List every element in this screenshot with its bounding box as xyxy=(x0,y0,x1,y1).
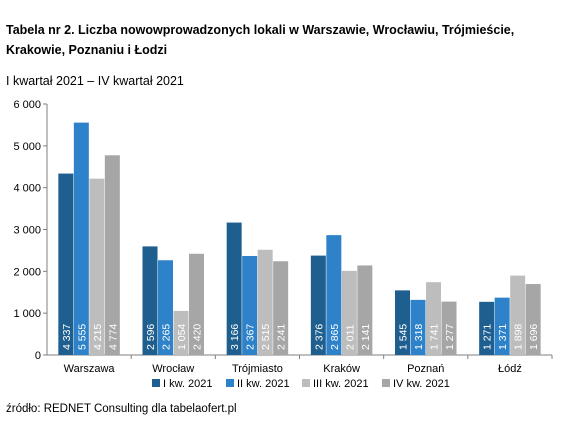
x-category-label: Wrocław xyxy=(152,363,194,375)
bar xyxy=(410,299,426,355)
bar xyxy=(441,301,457,355)
legend-swatch xyxy=(152,379,160,387)
legend-label: IV kw. 2021 xyxy=(393,378,450,390)
bar-data-label: 1 318 xyxy=(413,324,425,350)
bar xyxy=(257,249,273,355)
source-note: źródło: REDNET Consulting dla tabelaofer… xyxy=(6,403,237,415)
y-tick-label: 5 000 xyxy=(13,141,41,153)
bar-data-label: 1 371 xyxy=(497,324,509,350)
bar-data-label: 5 555 xyxy=(76,324,88,350)
bar xyxy=(104,155,120,355)
bar-data-label: 4 337 xyxy=(61,324,73,350)
bar-data-label: 1 545 xyxy=(398,324,410,350)
x-category-label: Łódź xyxy=(498,363,522,375)
bar-data-label: 2 141 xyxy=(360,324,372,350)
bar-data-label: 2 515 xyxy=(260,324,272,350)
bar-data-label: 2 596 xyxy=(145,324,157,350)
bar xyxy=(525,284,541,355)
bar-data-label: 1 271 xyxy=(482,324,494,350)
x-category-label: Kraków xyxy=(323,363,360,375)
bar xyxy=(326,235,342,355)
bar-data-label: 2 865 xyxy=(329,324,341,350)
bar xyxy=(226,222,242,355)
y-tick-label: 3 000 xyxy=(13,225,41,237)
bar xyxy=(494,297,510,355)
legend-label: III kw. 2021 xyxy=(313,378,369,390)
bar xyxy=(310,255,326,355)
bar-data-label: 1 741 xyxy=(429,324,441,350)
legend-label: II kw. 2021 xyxy=(237,378,290,390)
bar-data-label: 2 011 xyxy=(344,324,356,350)
legend-swatch xyxy=(302,379,310,387)
y-tick-label: 0 xyxy=(35,350,41,362)
bar xyxy=(89,178,105,355)
legend-label: I kw. 2021 xyxy=(163,378,213,390)
bar xyxy=(173,310,189,355)
x-category-label: Trójmiasto xyxy=(232,363,283,375)
bar-data-label: 1 277 xyxy=(444,324,456,350)
bar xyxy=(357,265,373,355)
bar-data-label: 1 054 xyxy=(176,324,188,350)
bar-data-label: 4 215 xyxy=(92,324,104,350)
bar-data-label: 2 241 xyxy=(276,324,288,350)
legend-swatch xyxy=(226,379,234,387)
y-tick-label: 6 000 xyxy=(13,99,41,111)
bar xyxy=(158,260,173,355)
bar xyxy=(189,253,204,355)
bar-data-label: 3 166 xyxy=(229,324,241,350)
bar-chart: 0 1 000 2 000 3 000 4 000 5 000 6 000 4 337 5 55… xyxy=(13,99,553,390)
x-category-label: Warszawa xyxy=(64,363,116,375)
bar xyxy=(510,275,526,355)
bar-data-label: 4 774 xyxy=(107,324,119,350)
bar xyxy=(273,261,289,355)
bar xyxy=(58,173,74,355)
bar-data-label: 2 420 xyxy=(192,324,204,350)
chart-subtitle: I kwartał 2021 – IV kwartał 2021 xyxy=(6,74,184,88)
bar-data-label: 2 376 xyxy=(313,324,325,350)
bar xyxy=(142,246,158,355)
y-tick-label: 1 000 xyxy=(13,308,41,320)
bar xyxy=(341,270,357,355)
y-tick-label: 4 000 xyxy=(13,183,41,195)
bar xyxy=(479,301,495,355)
bar xyxy=(395,290,410,355)
bar xyxy=(242,255,258,355)
bar xyxy=(73,122,89,355)
legend-swatch xyxy=(382,379,390,387)
bar-data-label: 2 265 xyxy=(161,324,173,350)
bar xyxy=(426,282,441,355)
x-category-label: Poznań xyxy=(407,363,444,375)
bar-data-label: 1 696 xyxy=(528,324,540,350)
bar-data-label: 2 367 xyxy=(245,324,257,350)
bar-data-label: 1 898 xyxy=(513,324,525,350)
y-tick-label: 2 000 xyxy=(13,266,41,278)
chart-title: Tabela nr 2. Liczba nowowprowadzonych lo… xyxy=(6,23,515,57)
